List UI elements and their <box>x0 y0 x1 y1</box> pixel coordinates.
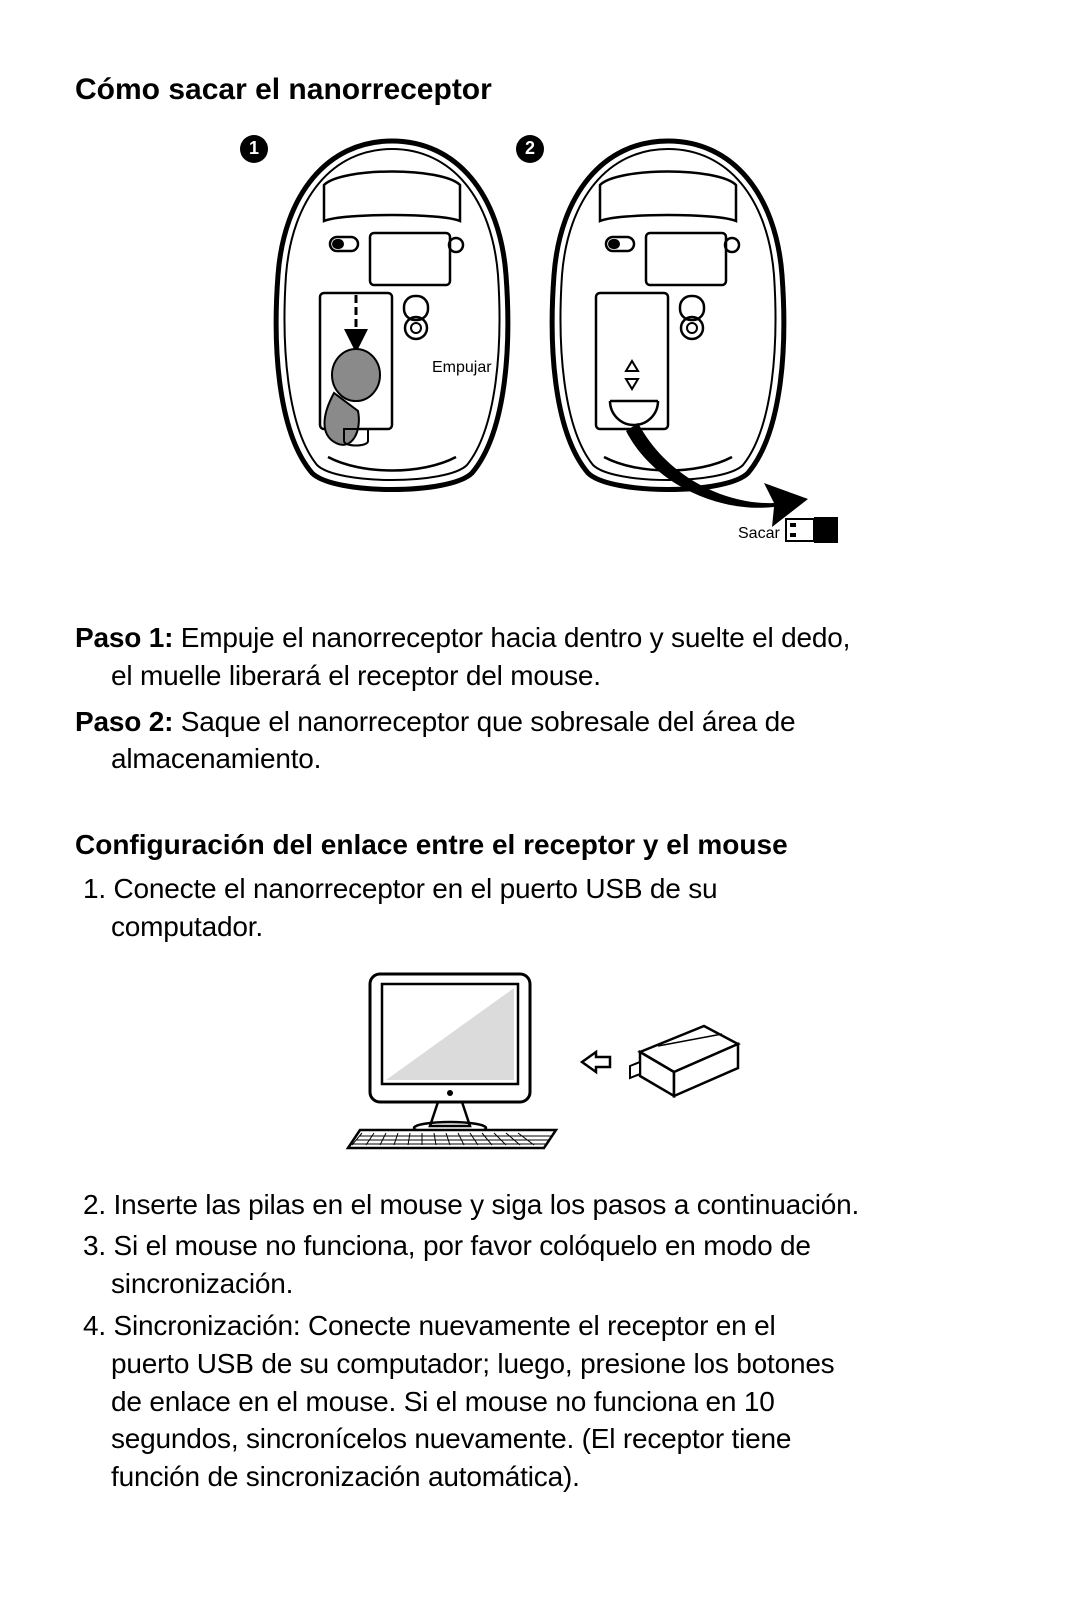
config-step-3b: sincronización. <box>111 1268 293 1299</box>
diagram-step-2: 2 <box>538 135 858 560</box>
config-step-1: 1. Conecte el nanorreceptor en el puerto… <box>75 870 1005 946</box>
diagram-label-pull: Sacar <box>738 523 780 545</box>
computer-receiver-figure <box>75 964 1005 1164</box>
config-step-2: 2. Inserte las pilas en el mouse y siga … <box>75 1186 1005 1224</box>
config-step-4d: segundos, sincronícelos nuevamente. (El … <box>111 1423 791 1454</box>
steps-block: Paso 1: Empuje el nanorreceptor hacia de… <box>75 619 1005 778</box>
step1-text: Paso 1: Empuje el nanorreceptor hacia de… <box>75 619 1005 695</box>
mouse-bottom-illustration-2 <box>538 135 858 553</box>
mouse-diagrams-row: 1 <box>115 135 1005 560</box>
config-step-3a: 3. Si el mouse no funciona, por favor co… <box>83 1230 811 1261</box>
step2-line2: almacenamiento. <box>75 740 1005 778</box>
step1-line2: el muelle liberará el receptor del mouse… <box>75 657 1005 695</box>
diagram-label-push: Empujar <box>432 357 492 379</box>
step-badge-1: 1 <box>240 135 268 163</box>
config-step-4b: puerto USB de su computador; luego, pres… <box>111 1348 835 1379</box>
config-step-1b: computador. <box>111 911 263 942</box>
config-step-4a: 4. Sincronización: Conecte nuevamente el… <box>83 1310 776 1341</box>
config-step-1a: 1. Conecte el nanorreceptor en el puerto… <box>83 873 717 904</box>
mouse-bottom-illustration-1 <box>262 135 522 505</box>
config-step-4c: de enlace en el mouse. Si el mouse no fu… <box>111 1386 775 1417</box>
config-step-4e: función de sincronización automática). <box>111 1461 580 1492</box>
step2-line1: Saque el nanorreceptor que sobresale del… <box>173 706 795 737</box>
computer-illustration <box>330 964 750 1164</box>
step2-label: Paso 2: <box>75 706 173 737</box>
section-title-configure-link: Configuración del enlace entre el recept… <box>75 826 1005 864</box>
step2-text: Paso 2: Saque el nanorreceptor que sobre… <box>75 703 1005 779</box>
config-step-4: 4. Sincronización: Conecte nuevamente el… <box>75 1307 1005 1496</box>
step-badge-2: 2 <box>516 135 544 163</box>
config-step-3: 3. Si el mouse no funciona, por favor co… <box>75 1227 1005 1303</box>
diagram-step-1: 1 <box>262 135 522 560</box>
step1-label: Paso 1: <box>75 622 173 653</box>
section-title-remove-receiver: Cómo sacar el nanorreceptor <box>75 70 1005 111</box>
step1-line1: Empuje el nanorreceptor hacia dentro y s… <box>173 622 850 653</box>
